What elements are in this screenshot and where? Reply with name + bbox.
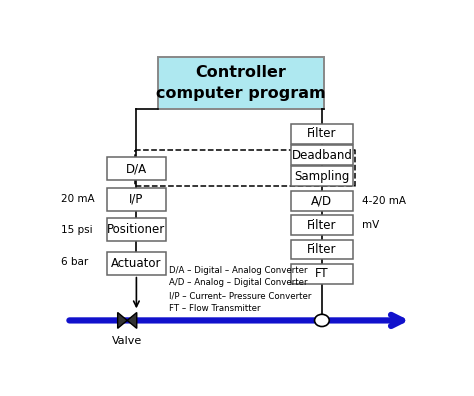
Text: Sampling: Sampling — [294, 170, 350, 183]
Bar — [291, 240, 353, 259]
Text: Controller
computer program: Controller computer program — [156, 65, 326, 101]
Bar — [291, 124, 353, 144]
Text: FT – Flow Transmitter: FT – Flow Transmitter — [169, 304, 261, 313]
Bar — [291, 191, 353, 211]
Text: Filter: Filter — [307, 127, 337, 140]
Bar — [107, 218, 166, 241]
Circle shape — [315, 314, 329, 327]
Text: A/D – Analog – Digital Converter: A/D – Analog – Digital Converter — [169, 278, 308, 287]
Bar — [291, 215, 353, 235]
Text: I/P: I/P — [129, 193, 144, 206]
Text: Valve: Valve — [112, 336, 142, 346]
Text: 15 psi: 15 psi — [61, 225, 93, 235]
Text: D/A: D/A — [126, 162, 147, 175]
Text: FT: FT — [315, 267, 328, 280]
Polygon shape — [127, 312, 137, 328]
Bar — [291, 264, 353, 284]
Text: 20 mA: 20 mA — [61, 194, 95, 204]
Text: Positioner: Positioner — [107, 223, 165, 236]
Polygon shape — [118, 312, 127, 328]
Bar — [291, 166, 353, 186]
Text: Actuator: Actuator — [111, 257, 162, 270]
Text: Deadband: Deadband — [292, 148, 352, 162]
Text: 4-20 mA: 4-20 mA — [362, 196, 406, 206]
Text: Filter: Filter — [307, 243, 337, 256]
Bar — [107, 157, 166, 180]
Text: I/P – Current– Pressure Converter: I/P – Current– Pressure Converter — [169, 291, 312, 300]
Bar — [291, 145, 353, 165]
Bar — [107, 252, 166, 275]
Text: 6 bar: 6 bar — [61, 257, 88, 267]
Bar — [107, 188, 166, 211]
FancyBboxPatch shape — [158, 57, 324, 109]
Text: Filter: Filter — [307, 219, 337, 232]
Text: D/A – Digital – Analog Converter: D/A – Digital – Analog Converter — [169, 266, 308, 274]
Text: A/D: A/D — [311, 194, 332, 207]
Text: mV: mV — [362, 220, 380, 230]
